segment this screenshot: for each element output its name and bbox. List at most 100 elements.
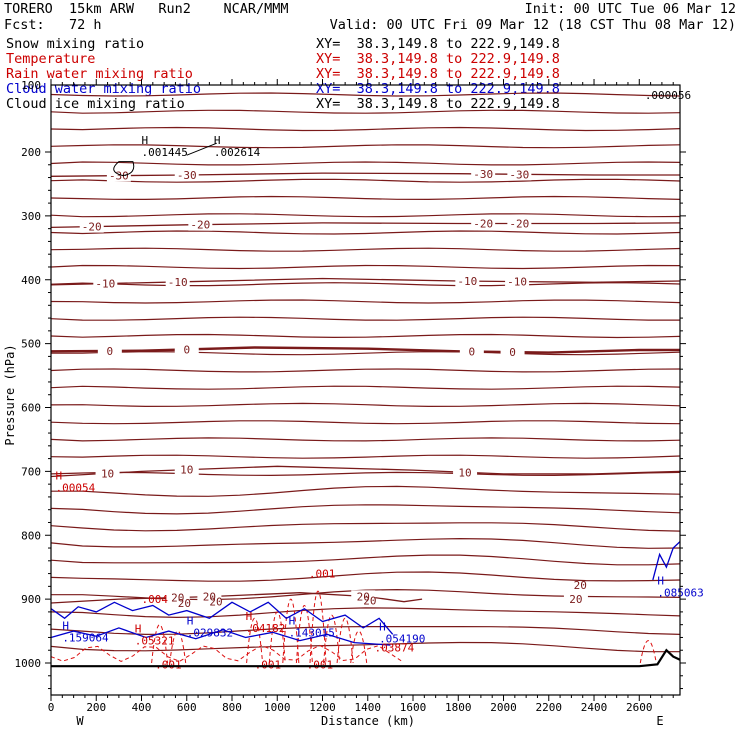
y-tick-label: 700 [21,465,41,478]
x-tick-label: 2000 [490,701,517,714]
isotherm-label-bg [79,220,104,233]
y-tick-label: 200 [21,146,41,159]
x-tick-label: 400 [132,701,152,714]
theta-line [50,144,681,149]
theta-line [50,247,681,252]
theta-line [50,213,681,218]
theta-line [50,264,681,270]
theta-line [51,351,681,356]
theta-line [50,471,681,477]
legend-snow-label: Snow mixing ratio [6,36,145,52]
theta-line [50,402,681,408]
isotherm-label-bg [95,467,120,480]
forecast-hour: Fcst: 72 h [4,17,102,33]
isotherm-label: 20 [569,593,582,606]
isotherm-label: -30 [109,170,129,183]
theta-line [50,92,681,97]
contour-value-label: .004 [142,593,169,606]
contour-high-marker: H [214,134,221,147]
isotherm-20 [50,592,423,604]
contour-value-label: .05321 [135,635,175,648]
isotherm-label-bg [459,345,484,358]
contour-high-marker: H [62,619,69,632]
cloud-water-contour [50,601,394,635]
y-tick-label: 500 [21,338,41,351]
legend-rain-xy: XY= 38.3,149.8 to 222.9,149.8 [316,66,560,82]
legend-rain-label: Rain water mixing ratio [6,66,193,82]
theta-line [50,437,681,442]
isotherm-label: -30 [473,168,493,181]
snow-contour [186,142,217,156]
isotherm-label: -20 [473,218,493,231]
contour-value-label: .001445 [142,146,188,159]
isotherm-label: -10 [168,276,188,289]
isotherm-label-bg [351,590,376,603]
model-title: TORERO 15km ARW Run2 NCAR/MMM [4,1,289,17]
isotherm-label-bg [188,218,213,231]
contour-high-marker: H [657,575,664,588]
theta-line [50,299,681,304]
y-axis-title: Pressure (hPa) [3,344,17,445]
isotherm-label: -20 [190,219,210,232]
theta-line [50,230,681,235]
legend-temperature-xy: XY= 38.3,149.8 to 222.9,149.8 [316,51,560,67]
isotherm-label-bg [507,168,532,181]
theta-line [50,420,681,425]
isotherm-label-bg [197,590,222,603]
rain-contour [639,640,657,664]
theta-line [50,161,681,166]
theta-line [50,282,681,287]
isotherm-label: -30 [509,168,529,181]
isotherm-label: -10 [457,275,477,288]
x-tick-label: 1000 [264,701,291,714]
isotherm-label-bg [165,275,190,288]
contour-high-marker: H [246,610,253,623]
isotherm-label: 20 [357,590,370,603]
valid-time: Valid: 00 UTC Fri 09 Mar 12 (18 CST Thu … [329,17,736,33]
y-tick-label: 300 [21,210,41,223]
contour-value-label: .001 [309,568,336,581]
theta-line [50,554,681,566]
contour-high-marker: H [56,469,63,482]
west-label: W [76,714,84,728]
contour-value-label: .001 [255,658,282,671]
isotherm-label-bg [505,275,530,288]
theta-line [50,626,681,636]
isotherm-label-bg [165,591,190,604]
isotherm-label-bg [174,168,199,181]
legend-snow-xy: XY= 38.3,149.8 to 222.9,149.8 [316,36,560,52]
isotherm-label: 10 [458,466,471,479]
cloud-water-contour [50,627,391,646]
isotherm-label-bg [507,217,532,230]
isotherm-label: -20 [82,221,102,234]
x-axis-title: Distance (km) [321,714,415,728]
x-tick-label: 2600 [626,701,653,714]
legend-cloudice-label: Cloud ice mixing ratio [6,96,185,112]
y-tick-label: 900 [21,593,41,606]
isotherm-label: 0 [183,343,190,356]
contour-value-label: 20 [574,579,587,592]
rain-contour [151,624,169,664]
x-tick-label: 1200 [309,701,336,714]
isotherm-label-bg [453,466,478,479]
rain-contour [309,590,327,664]
y-tick-label: 600 [21,402,41,415]
contour-high-marker: H [135,623,142,636]
contour-value-label: .159064 [62,631,109,644]
isotherm-label: -10 [507,276,527,289]
theta-line [50,385,681,390]
theta-line [50,641,680,653]
rain-contour [268,611,286,664]
legend-cloudice-xy: XY= 38.3,149.8 to 222.9,149.8 [316,96,560,112]
east-label: E [656,714,663,728]
isotherm-label: 10 [180,464,193,477]
isotherm-label-bg [500,346,525,359]
isotherm--30 [50,172,680,177]
y-tick-label: 400 [21,274,41,287]
theta-line [50,178,681,183]
isotherm--20 [50,222,681,229]
contour-value-label: .001 [307,658,334,671]
x-tick-label: 1800 [445,701,472,714]
isotherm-label: 20 [203,591,216,604]
contour-value-label: 20 [209,596,222,609]
